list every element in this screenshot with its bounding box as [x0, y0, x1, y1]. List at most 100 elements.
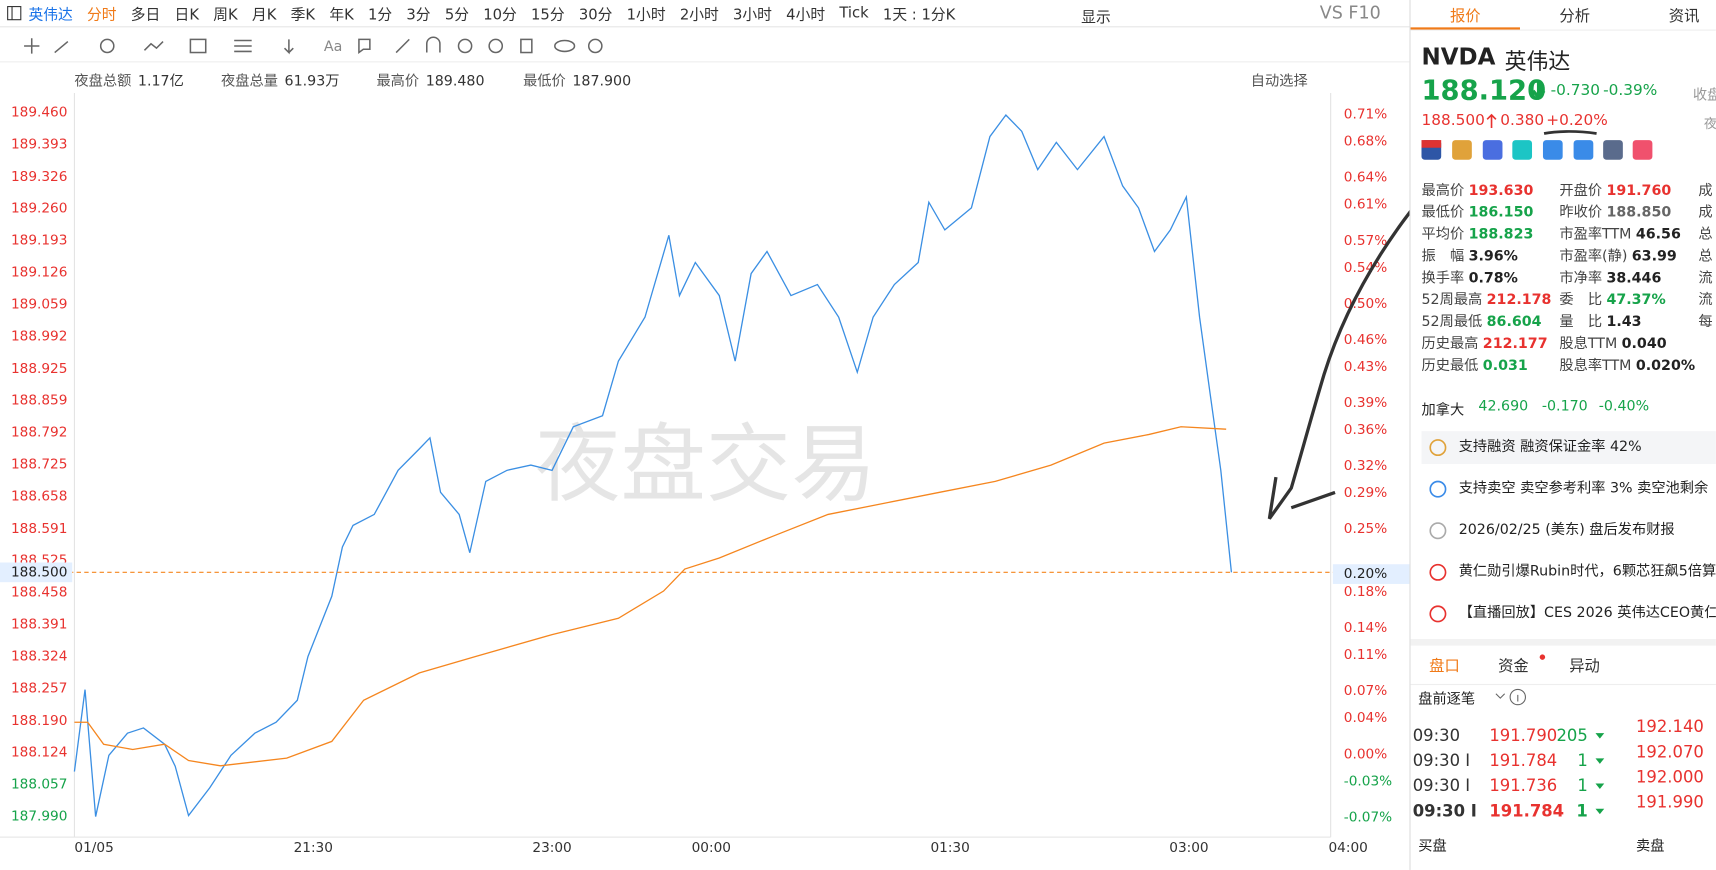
notice[interactable]: 支持融资 融资保证金率 42%: [1421, 431, 1716, 464]
y2-tick-label: 0.68%: [1344, 134, 1387, 150]
ext-change: 0.380: [1500, 111, 1545, 130]
trade-dir: [1595, 783, 1605, 789]
field-value: 0.040: [1621, 335, 1667, 353]
panel-tab[interactable]: 分析: [1559, 7, 1591, 26]
timeframe-tab[interactable]: 季K: [290, 6, 316, 25]
timeframe-tab[interactable]: 年K: [329, 6, 354, 25]
field-label: 每: [1698, 314, 1713, 331]
y2-tick-label: 0.00%: [1344, 746, 1387, 762]
timeframe-tab[interactable]: 3分: [406, 6, 431, 25]
quote-field: 52周最高 212.178: [1421, 288, 1551, 308]
f10-button[interactable]: VS F10: [1319, 2, 1381, 23]
trade-volume: 1: [1576, 801, 1588, 821]
book-tab[interactable]: 盘口: [1429, 657, 1460, 676]
quote-field: 量 比 1.43: [1559, 310, 1641, 330]
timeframe-tab[interactable]: 4小时: [786, 6, 826, 25]
field-label: 昨收价: [1559, 204, 1603, 222]
field-label: 最高价: [1421, 182, 1465, 200]
watermark: 夜盘交易: [535, 416, 876, 515]
timeframe-tab[interactable]: 多日: [130, 6, 161, 25]
field-label: 成: [1698, 182, 1713, 200]
book-tabs: 盘口 资金 异动: [1410, 639, 1716, 686]
red-dot: [1539, 654, 1546, 660]
panel-tab[interactable]: 资讯: [1668, 7, 1700, 26]
notice-icon: [1429, 439, 1447, 457]
notice[interactable]: 黄仁勋引爆Rubin时代，6颗芯狂飙5倍算: [1421, 556, 1716, 589]
timeframe-tab[interactable]: 3小时: [732, 6, 772, 25]
timeframe-tab[interactable]: 月K: [251, 6, 277, 25]
field-value: 193.630: [1468, 182, 1534, 200]
ticks-icons: [1495, 688, 1527, 706]
notice-text: 支持卖空 卖空参考利率 3% 卖空池剩余: [1458, 480, 1709, 497]
timeframe-tab[interactable]: 英伟达: [28, 6, 73, 25]
trade-volume: 205: [1556, 725, 1588, 746]
quote-field: 最高价 193.630: [1421, 178, 1533, 199]
canada-label: 加拿大: [1421, 402, 1465, 420]
quote-field: 股息率TTM 0.020%: [1559, 353, 1695, 374]
book-tab[interactable]: 异动: [1569, 657, 1600, 676]
price-chart: 189.460 189.393 189.326 189.260 189.193 189.1…: [0, 93, 1410, 856]
timeframe-tab[interactable]: 15分: [531, 6, 565, 25]
field-label: 52周最低: [1421, 314, 1483, 331]
timeframe-tab[interactable]: 1天 : 1分K: [882, 6, 956, 25]
toolbar: 英伟达 分时 多日 日K 周K 月K 季K 年K 1分 3分 5分 10分 15分 30分 1小时 2小时 3小…: [0, 0, 1410, 28]
timeframe-tab[interactable]: 30分: [578, 6, 613, 25]
field-value: 0.020%: [1635, 357, 1696, 375]
text-tool[interactable]: Aa: [324, 39, 342, 55]
timeframe-tab[interactable]: 分时: [86, 6, 117, 25]
trade-price: 191.736: [1489, 775, 1558, 796]
timeframe-tab[interactable]: 1小时: [626, 6, 666, 25]
trade-dir: [1595, 808, 1605, 815]
notice[interactable]: 支持卖空 卖空参考利率 3% 卖空池剩余: [1421, 473, 1715, 506]
field-label: 历史最高: [1421, 335, 1479, 353]
trade-dir: [1595, 733, 1605, 739]
y2-tick-label: 0.39%: [1344, 395, 1387, 411]
timeframe-tab[interactable]: 周K: [213, 6, 238, 25]
y2-tick-label: -0.07%: [1344, 809, 1392, 825]
y-tick-label: 188.124: [11, 744, 67, 760]
stat-label: 最高价: [376, 73, 420, 90]
field-label: 股息率TTM: [1559, 357, 1632, 375]
field-label: 历史最低: [1421, 357, 1479, 375]
timeframe-tab[interactable]: 1分: [368, 6, 393, 25]
stat-value: 1.17亿: [137, 73, 184, 90]
quote-field: 市盈率(静) 63.99: [1559, 244, 1676, 264]
ticks-title[interactable]: 盘前逐笔: [1418, 691, 1476, 709]
display-menu[interactable]: 显示: [1081, 8, 1111, 27]
auto-select[interactable]: 自动选择: [1250, 73, 1308, 90]
quote-field: 昨收价 188.850: [1559, 200, 1671, 221]
trade-time: 09:30 I: [1412, 750, 1471, 771]
field-value: 191.760: [1606, 182, 1672, 200]
trade-volume: 1: [1577, 750, 1588, 771]
x-tick-label: 00:00: [692, 840, 731, 856]
panel-tabs: 报价 分析 资讯: [1410, 0, 1716, 31]
series-line: [73, 113, 1233, 818]
timeframe-tab[interactable]: Tick: [839, 4, 869, 22]
panel-tab[interactable]: 报价: [1449, 7, 1481, 26]
badges: [1421, 130, 1653, 160]
timeframe-tab[interactable]: 10分: [483, 6, 517, 25]
trade-time: 09:30: [1412, 725, 1461, 746]
notice[interactable]: 【直播回放】CES 2026 英伟达CEO黄仁: [1421, 597, 1716, 630]
canada-change: -0.170: [1541, 398, 1588, 415]
trade-volume: 1: [1577, 775, 1588, 796]
last-price-label: 188.500: [11, 564, 67, 580]
y-tick-label: 189.059: [11, 297, 67, 313]
field-label: 振 幅: [1421, 248, 1465, 265]
last-price-box: [0, 562, 73, 583]
field-value: 3.96%: [1468, 248, 1518, 265]
timeframe-tab[interactable]: 5分: [444, 6, 469, 25]
change: -0.730: [1550, 82, 1601, 100]
y2-tick-label: 0.11%: [1344, 647, 1387, 663]
last-pct-label: 0.20%: [1344, 566, 1387, 582]
book-tab[interactable]: 资金: [1498, 657, 1529, 676]
notice[interactable]: 2026/02/25 (美东) 盘后发布财报: [1421, 514, 1715, 547]
notice-icon-shape: [1429, 605, 1447, 623]
ask-label: 卖盘: [1635, 838, 1665, 855]
timeframe-tab[interactable]: 日K: [174, 6, 200, 25]
timeframe-tab[interactable]: 2小时: [679, 6, 719, 25]
y-tick-label: 188.257: [11, 681, 67, 697]
y-tick-label: 188.859: [11, 392, 67, 408]
